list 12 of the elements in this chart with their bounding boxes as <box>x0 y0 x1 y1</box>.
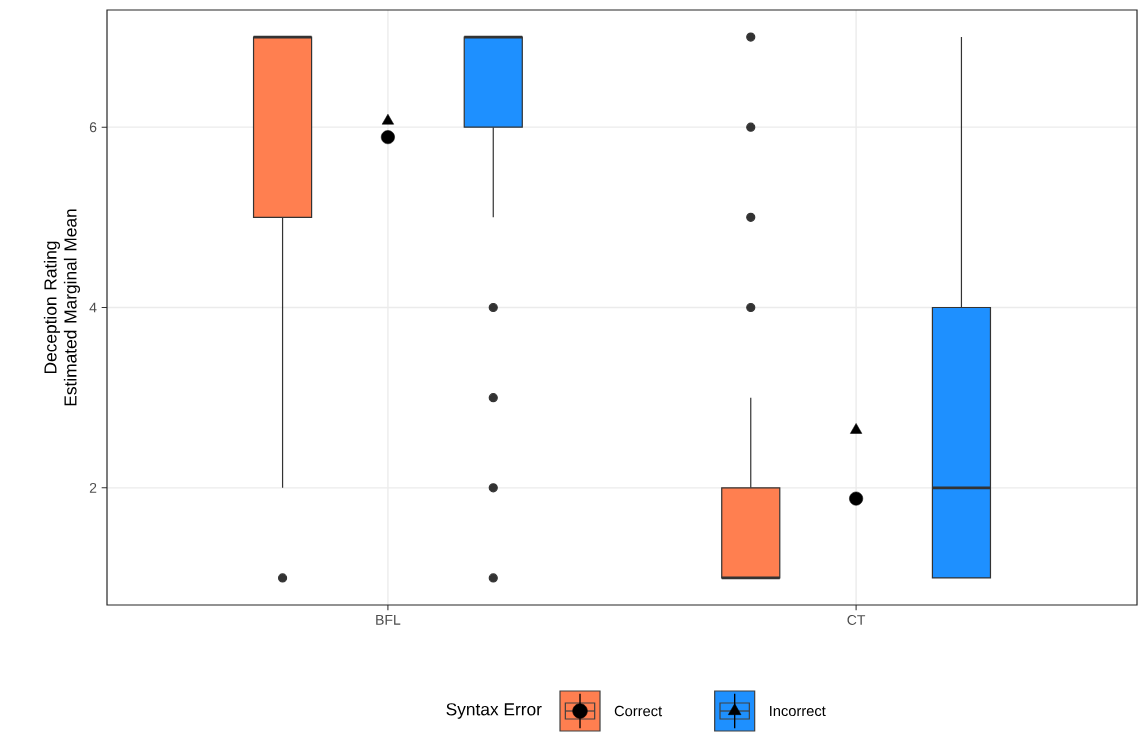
y-axis-title: Deception Rating Estimated Marginal Mean <box>43 209 81 406</box>
legend-label: Incorrect <box>770 705 826 717</box>
legend-title: Syntax Error <box>446 703 542 719</box>
point <box>850 423 863 434</box>
point <box>849 491 864 506</box>
y-tick-label: 6 <box>89 122 97 133</box>
x-tick-label: BFL <box>376 615 401 625</box>
x-tick-label: CT <box>847 615 866 625</box>
y-tick-label: 4 <box>89 302 97 313</box>
legend-label: Correct <box>614 705 663 717</box>
point <box>381 113 394 125</box>
y-tick-label: 2 <box>89 482 97 493</box>
